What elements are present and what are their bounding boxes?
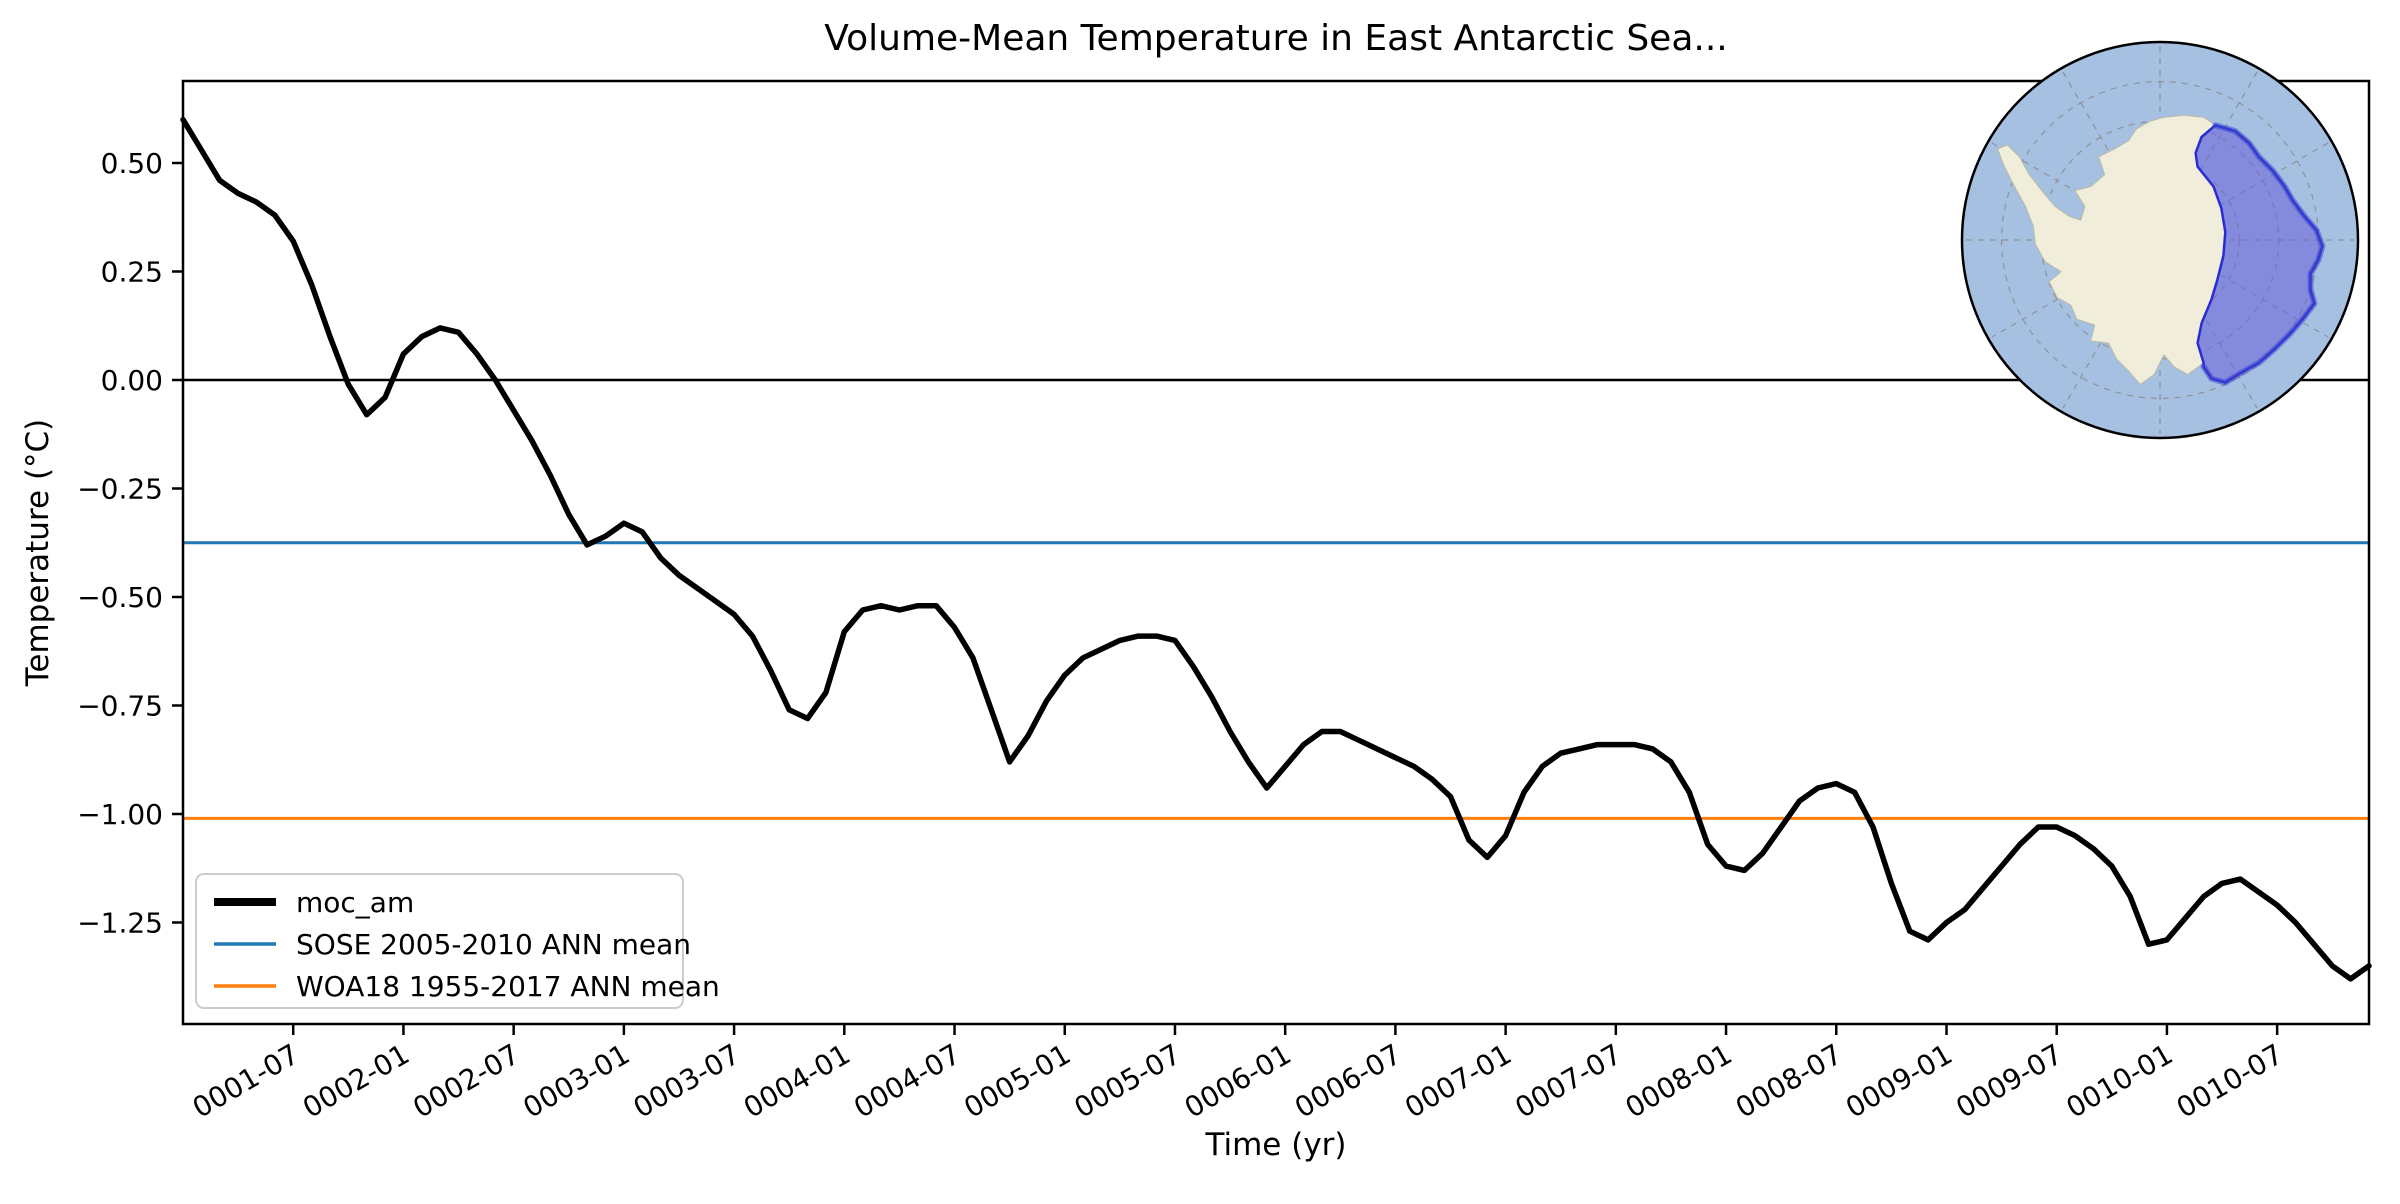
y-tick-label: −1.25 (77, 907, 163, 940)
legend-label: SOSE 2005-2010 ANN mean (296, 928, 691, 961)
y-tick-label: 0.50 (101, 147, 163, 180)
legend: moc_am SOSE 2005-2010 ANN mean WOA18 1955-… (195, 873, 720, 1009)
x-tick-label: 0009-01 (1840, 1037, 1958, 1124)
x-tick-label: 0007-01 (1399, 1037, 1517, 1124)
x-tick-label: 0008-01 (1620, 1037, 1738, 1124)
x-tick-label: 0009-07 (1950, 1037, 2068, 1124)
x-tick-label: 0008-07 (1730, 1037, 1848, 1124)
x-tick-label: 0004-07 (848, 1037, 966, 1124)
y-tick-label: −0.75 (77, 690, 163, 723)
legend-box (195, 873, 684, 1009)
x-tick-label: 0010-01 (2061, 1037, 2179, 1124)
y-tick-label: 0.25 (101, 256, 163, 289)
chart-title: Volume-Mean Temperature in East Antarcti… (824, 18, 1727, 59)
legend-label: moc_am (296, 886, 414, 919)
antarctica-inset-map (1960, 40, 2360, 440)
y-tick-label: −0.25 (77, 473, 163, 506)
x-tick-label: 0003-01 (518, 1037, 636, 1124)
x-tick-label: 0002-01 (297, 1037, 415, 1124)
x-tick-label: 0004-01 (738, 1037, 856, 1124)
y-tick-label: −1.00 (77, 798, 163, 831)
map-boundary (1960, 40, 2360, 440)
x-tick-label: 0001-07 (187, 1037, 305, 1124)
axes-frame (181, 79, 2371, 1026)
x-tick-label: 0006-07 (1289, 1037, 1407, 1124)
y-tick-label: −0.50 (77, 581, 163, 614)
x-axis-label: Time (yr) (1205, 1127, 1347, 1163)
y-axis-label: Temperature (°C) (20, 419, 56, 688)
legend-label: WOA18 1955-2017 ANN mean (296, 970, 720, 1003)
y-tick-label: 0.00 (101, 364, 163, 397)
x-tick-label: 0002-07 (407, 1037, 525, 1124)
x-tick-label: 0007-07 (1510, 1037, 1628, 1124)
x-tick-label: 0005-01 (958, 1037, 1076, 1124)
x-tick-label: 0005-07 (1069, 1037, 1187, 1124)
plot-area (172, 79, 2372, 1035)
map-coast-fringe (2200, 122, 2326, 386)
series-line-moc_am (180, 116, 2372, 982)
x-tick-label: 0003-07 (628, 1037, 746, 1124)
x-tick-label: 0010-07 (2171, 1037, 2289, 1124)
x-tick-label: 0006-01 (1179, 1037, 1297, 1124)
